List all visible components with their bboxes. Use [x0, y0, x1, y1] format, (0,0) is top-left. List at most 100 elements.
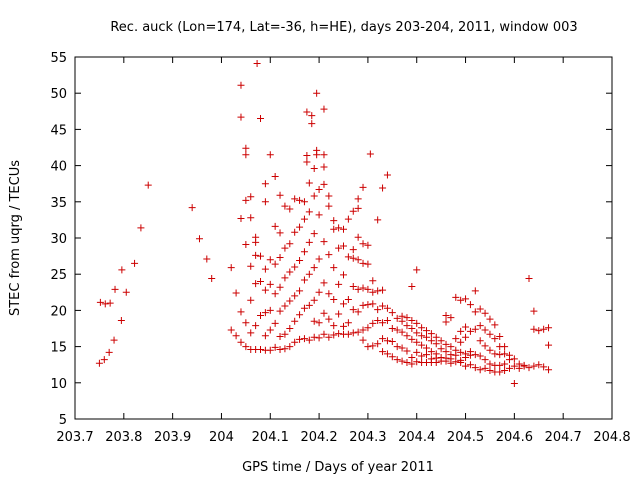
data-point	[388, 338, 396, 346]
data-point	[466, 327, 474, 335]
chart-title: Rec. auck (Lon=174, Lat=-36, h=HE), days…	[110, 20, 577, 35]
data-point	[354, 308, 362, 316]
data-point	[257, 277, 265, 285]
data-point	[296, 196, 304, 204]
data-point	[286, 268, 294, 276]
data-point	[242, 319, 250, 327]
data-point	[96, 298, 104, 306]
data-point	[388, 309, 396, 317]
y-tick-label: 50	[50, 87, 67, 102]
data-point	[481, 356, 489, 364]
data-point	[320, 163, 328, 171]
data-point	[398, 328, 406, 336]
data-point	[232, 289, 240, 297]
data-point	[510, 362, 518, 370]
data-point	[315, 255, 323, 263]
data-point	[247, 193, 255, 201]
data-point	[101, 300, 109, 308]
data-point	[510, 355, 518, 363]
data-point	[266, 151, 274, 159]
data-point	[291, 228, 299, 236]
data-point	[354, 195, 362, 203]
data-point	[308, 112, 316, 120]
data-point	[486, 366, 494, 374]
data-point	[106, 299, 114, 307]
data-point	[344, 330, 352, 338]
data-point	[452, 335, 460, 343]
data-point	[237, 308, 245, 316]
data-point	[320, 330, 328, 338]
data-point	[466, 348, 474, 356]
data-point	[95, 359, 103, 367]
data-point	[271, 290, 279, 298]
data-point	[408, 317, 416, 325]
data-point	[452, 358, 460, 366]
x-tick-label: 204.2	[300, 430, 337, 445]
data-point	[393, 326, 401, 334]
data-point	[242, 196, 250, 204]
data-point	[496, 368, 504, 376]
data-point	[476, 322, 484, 330]
data-point	[303, 158, 311, 166]
data-point	[383, 171, 391, 179]
data-point	[418, 324, 426, 332]
data-point	[418, 332, 426, 340]
data-point	[286, 205, 294, 213]
data-point	[476, 305, 484, 313]
data-point	[281, 330, 289, 338]
y-axis-ticks: 5 10 15 20 25 30 35 40 45 50 55	[50, 51, 612, 428]
data-point	[313, 89, 321, 97]
y-tick-label: 25	[50, 268, 67, 283]
data-point	[408, 353, 416, 361]
data-point	[525, 364, 533, 372]
x-tick-label: 204.4	[398, 430, 435, 445]
data-point	[276, 254, 284, 262]
data-point	[105, 348, 113, 356]
data-point	[369, 342, 377, 350]
data-point	[305, 336, 313, 344]
data-point	[266, 346, 274, 354]
data-point	[340, 271, 347, 279]
data-point	[418, 352, 426, 360]
data-point	[379, 286, 387, 294]
data-point	[335, 310, 343, 318]
data-point	[530, 307, 538, 315]
data-point	[320, 151, 328, 159]
data-point	[276, 332, 284, 340]
data-point	[403, 322, 411, 330]
data-point	[252, 322, 260, 330]
data-point	[286, 343, 294, 351]
data-point	[379, 184, 387, 192]
data-point	[261, 332, 269, 340]
data-point	[300, 276, 308, 284]
data-point	[310, 333, 318, 341]
data-point	[481, 342, 489, 350]
data-point	[486, 360, 494, 368]
data-point	[305, 208, 313, 216]
data-point	[374, 287, 382, 295]
data-point	[305, 270, 313, 278]
data-point	[427, 348, 435, 356]
data-point	[364, 301, 372, 309]
y-tick-label: 20	[50, 304, 67, 319]
data-point	[325, 290, 333, 298]
data-point	[227, 264, 235, 272]
data-point	[310, 230, 318, 238]
data-point	[354, 328, 362, 336]
data-point	[432, 340, 440, 348]
x-tick-label: 204.5	[447, 430, 484, 445]
data-point	[359, 240, 367, 248]
data-point	[354, 256, 362, 264]
data-point	[344, 215, 352, 223]
data-point	[379, 348, 387, 356]
data-point	[320, 180, 328, 188]
data-point	[462, 333, 470, 341]
data-point	[340, 225, 347, 233]
y-tick-label: 45	[50, 123, 67, 138]
data-point	[383, 304, 391, 312]
data-point	[296, 223, 304, 231]
data-point	[427, 337, 435, 345]
x-tick-label: 204	[209, 430, 234, 445]
data-point	[340, 242, 347, 250]
